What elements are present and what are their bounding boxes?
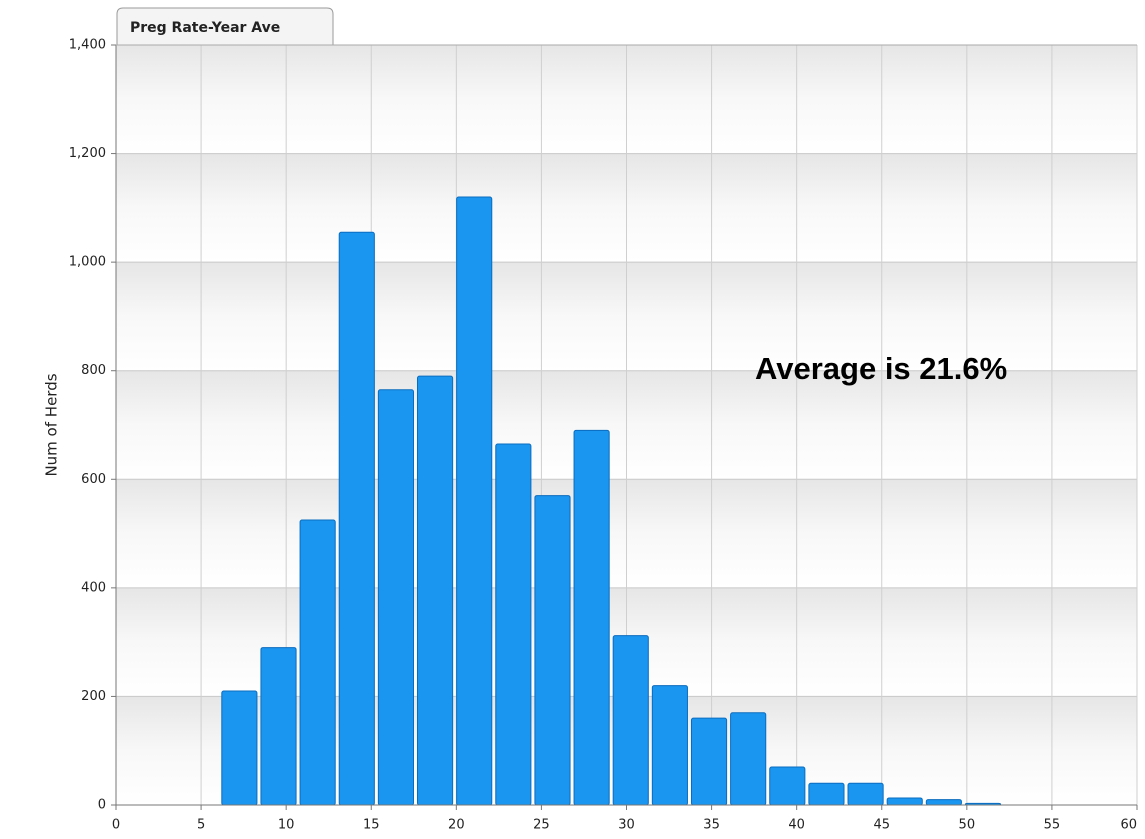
x-tick-label: 60 <box>1120 818 1137 833</box>
bar <box>886 797 923 806</box>
y-tick-label: 200 <box>81 689 106 704</box>
bar <box>221 690 258 806</box>
x-tick-label: 0 <box>112 818 120 833</box>
x-tick-label: 5 <box>197 818 205 833</box>
y-tick-label: 400 <box>81 580 106 595</box>
y-tick-label: 1,200 <box>69 146 106 161</box>
bar <box>260 647 297 806</box>
y-tick-label: 1,400 <box>69 38 106 53</box>
bar <box>925 799 962 806</box>
bar <box>495 443 532 806</box>
bar <box>338 231 375 806</box>
bar <box>416 375 454 806</box>
bar <box>730 712 767 806</box>
chart-title: Preg Rate-Year Ave <box>130 20 280 36</box>
x-tick-label: 20 <box>448 818 465 833</box>
bar <box>456 196 493 806</box>
x-tick-label: 50 <box>959 818 976 833</box>
bar <box>377 389 414 806</box>
bar <box>690 717 728 806</box>
x-tick-label: 10 <box>278 818 295 833</box>
y-tick-label: 1,000 <box>69 255 106 270</box>
plot-background <box>115 44 1138 806</box>
y-tick-label: 800 <box>81 363 106 378</box>
bar <box>651 685 688 806</box>
x-tick-label: 25 <box>533 818 550 833</box>
bar <box>769 766 806 806</box>
bar <box>612 635 649 806</box>
y-tick-label: 600 <box>81 472 106 487</box>
x-tick-label: 45 <box>873 818 890 833</box>
tab[interactable] <box>116 7 334 45</box>
x-tick-label: 40 <box>788 818 805 833</box>
x-tick-label: 35 <box>703 818 720 833</box>
y-axis-label: Num of Herds <box>43 373 61 476</box>
plot: 0 200 400 600 800 1,000 1,200 1,400 0 5 10 15 20 25 30… <box>69 38 1138 833</box>
x-tick-label: 55 <box>1044 818 1061 833</box>
y-tick-label: 0 <box>98 798 106 813</box>
annotation: Average is 21.6% <box>755 351 1007 386</box>
x-tick-label: 15 <box>363 818 380 833</box>
bar <box>299 519 336 806</box>
bar <box>573 429 610 806</box>
bar <box>808 782 845 806</box>
x-tick-label: 30 <box>618 818 635 833</box>
bar <box>847 782 884 806</box>
bar <box>534 495 571 806</box>
